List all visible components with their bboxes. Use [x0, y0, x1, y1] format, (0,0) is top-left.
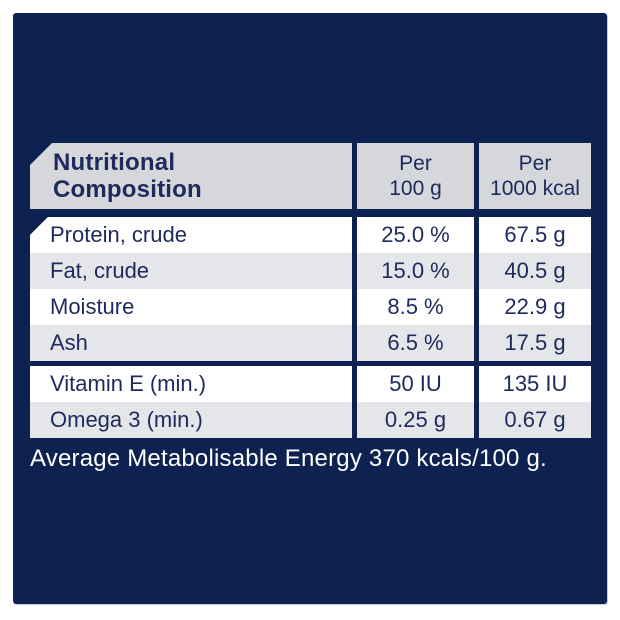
section-divider	[30, 361, 591, 366]
value-per-100g: 6.5 %	[357, 325, 474, 361]
column-divider	[474, 366, 479, 402]
row-label: Ash	[30, 325, 352, 361]
column-divider	[352, 289, 357, 325]
value-per-1000kcal: 67.5 g	[479, 217, 591, 253]
table-row-fat: Fat, crude 15.0 % 40.5 g	[30, 253, 591, 289]
row-label: Protein, crude	[30, 217, 352, 253]
value-per-100g: 15.0 %	[357, 253, 474, 289]
column-divider	[352, 402, 357, 438]
value-per-1000kcal: 0.67 g	[479, 402, 591, 438]
row-label: Vitamin E (min.)	[30, 366, 352, 402]
nutrition-table: Nutritional Composition Per 100 g Per 10…	[30, 143, 591, 438]
column-divider	[474, 402, 479, 438]
column-divider	[352, 143, 357, 209]
table-row-omega-3: Omega 3 (min.) 0.25 g 0.67 g	[30, 402, 591, 438]
value-per-100g: 25.0 %	[357, 217, 474, 253]
table-row-protein: Protein, crude 25.0 % 67.5 g	[30, 217, 591, 253]
table-row-vitamin-e: Vitamin E (min.) 50 IU 135 IU	[30, 366, 591, 402]
table-row-ash: Ash 6.5 % 17.5 g	[30, 325, 591, 361]
energy-note: Average Metabolisable Energy 370 kcals/1…	[30, 445, 547, 472]
table-header: Nutritional Composition Per 100 g Per 10…	[30, 143, 591, 209]
value-per-100g: 50 IU	[357, 366, 474, 402]
column-divider	[352, 325, 357, 361]
nutrition-panel: Nutritional Composition Per 100 g Per 10…	[13, 13, 607, 604]
value-per-1000kcal: 40.5 g	[479, 253, 591, 289]
table-row-moisture: Moisture 8.5 % 22.9 g	[30, 289, 591, 325]
value-per-1000kcal: 22.9 g	[479, 289, 591, 325]
row-label: Moisture	[30, 289, 352, 325]
column-divider	[474, 253, 479, 289]
table-body: Protein, crude 25.0 % 67.5 g Fat, crude …	[30, 217, 591, 438]
value-per-1000kcal: 17.5 g	[479, 325, 591, 361]
column-divider	[352, 217, 357, 253]
column-divider	[352, 366, 357, 402]
value-per-100g: 0.25 g	[357, 402, 474, 438]
column-divider	[474, 217, 479, 253]
column-header-per-100g: Per 100 g	[357, 143, 474, 209]
column-divider	[352, 253, 357, 289]
table-title: Nutritional Composition	[30, 143, 352, 209]
row-label: Fat, crude	[30, 253, 352, 289]
column-divider	[474, 289, 479, 325]
column-header-per-1000kcal: Per 1000 kcal	[479, 143, 591, 209]
column-divider	[474, 325, 479, 361]
column-divider	[474, 143, 479, 209]
value-per-100g: 8.5 %	[357, 289, 474, 325]
value-per-1000kcal: 135 IU	[479, 366, 591, 402]
row-label: Omega 3 (min.)	[30, 402, 352, 438]
